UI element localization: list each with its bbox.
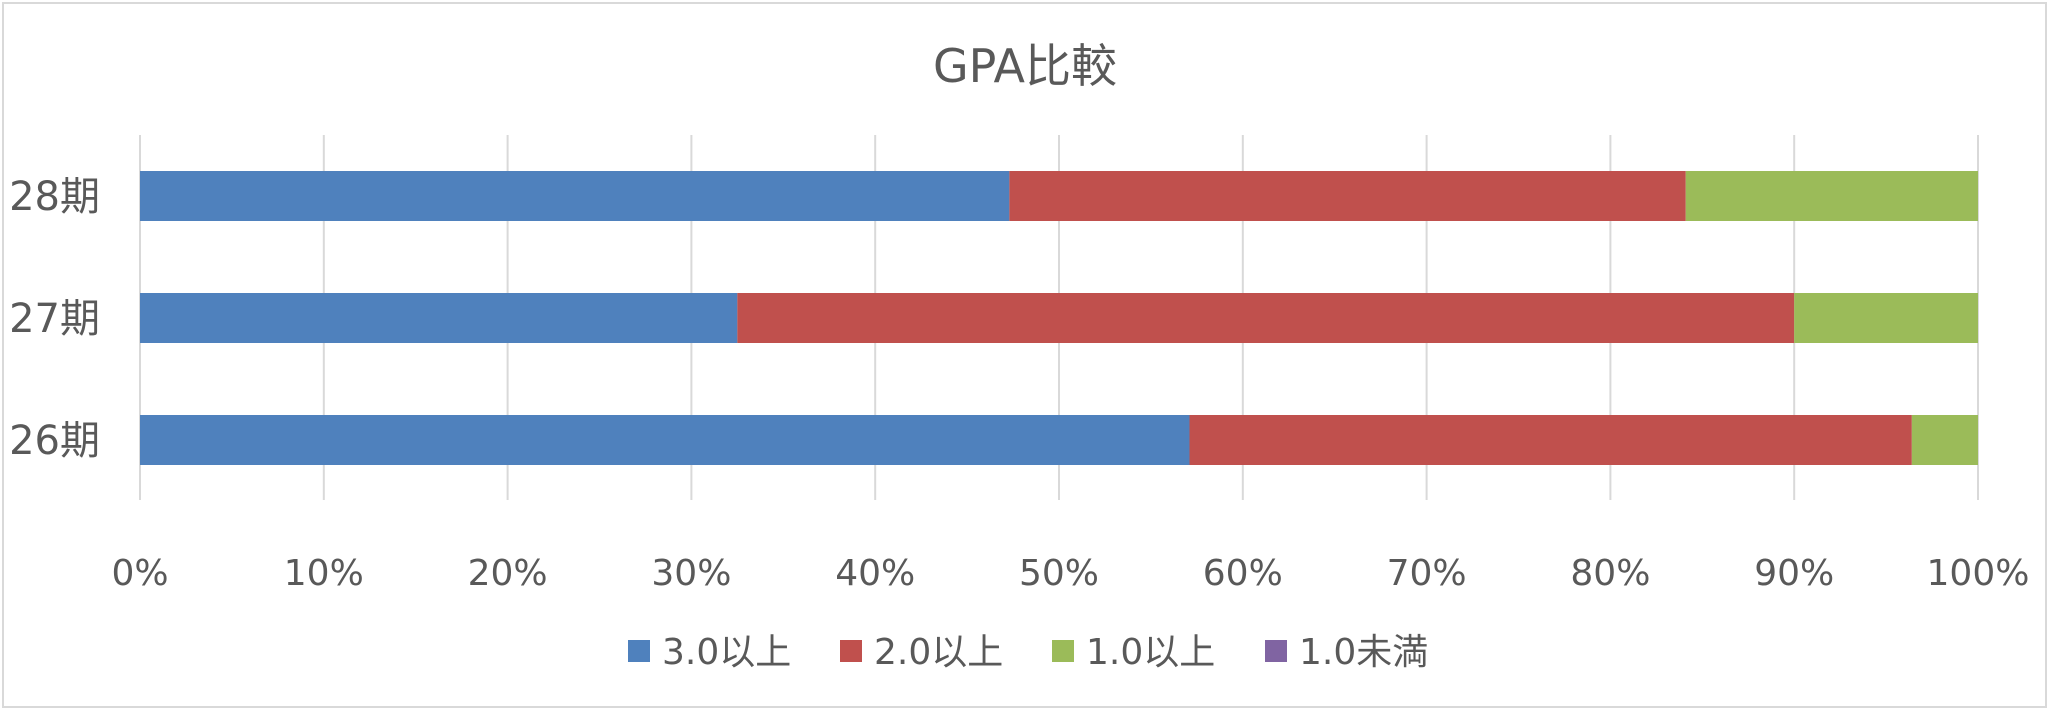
x-tick-label: 10% <box>284 553 364 594</box>
x-tick-label: 100% <box>1927 553 2030 594</box>
x-axis-tick-labels: 0% 10% 20% 30% 40% 50% 60% 70% 80% 90% 100% <box>111 553 2029 594</box>
legend-swatch <box>628 640 650 662</box>
bar-segment[interactable] <box>140 415 1190 465</box>
x-tick-label: 50% <box>1019 553 1099 594</box>
legend-item-label[interactable]: 1.0未満 <box>1299 632 1428 673</box>
legend-item-label[interactable]: 1.0以上 <box>1086 632 1215 673</box>
bar-segment[interactable] <box>737 293 1795 343</box>
x-tick-label: 0% <box>111 553 168 594</box>
bar-segment[interactable] <box>1911 415 1978 465</box>
category-labels: 28期 27期 26期 <box>9 174 100 464</box>
bar-segment[interactable] <box>1189 415 1912 465</box>
legend-swatch <box>1265 640 1287 662</box>
x-tick-label: 70% <box>1387 553 1467 594</box>
bars <box>140 171 1978 465</box>
legend-swatch <box>840 640 862 662</box>
x-tick-label: 80% <box>1570 553 1650 594</box>
bar-segment[interactable] <box>1794 293 1978 343</box>
bar-segment[interactable] <box>140 171 1010 221</box>
bar-segment[interactable] <box>140 293 738 343</box>
legend-swatch <box>1052 640 1074 662</box>
bar-segment[interactable] <box>1009 171 1686 221</box>
x-tick-label: 90% <box>1754 553 1834 594</box>
category-label: 28期 <box>9 174 100 220</box>
category-label: 26期 <box>9 418 100 464</box>
chart-title: GPA比較 <box>933 39 1117 93</box>
legend-item-label[interactable]: 2.0以上 <box>874 632 1003 673</box>
x-tick-label: 60% <box>1203 553 1283 594</box>
legend-item-label[interactable]: 3.0以上 <box>662 632 791 673</box>
x-tick-label: 30% <box>651 553 731 594</box>
legend[interactable]: 3.0以上 2.0以上 1.0以上 1.0未満 <box>628 632 1428 673</box>
x-tick-label: 40% <box>835 553 915 594</box>
category-label: 27期 <box>9 296 100 342</box>
x-tick-label: 20% <box>468 553 548 594</box>
bar-segment[interactable] <box>1685 171 1978 221</box>
